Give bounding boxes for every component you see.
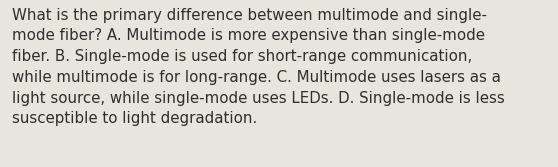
Text: What is the primary difference between multimode and single-
mode fiber? A. Mult: What is the primary difference between m… bbox=[12, 8, 505, 126]
